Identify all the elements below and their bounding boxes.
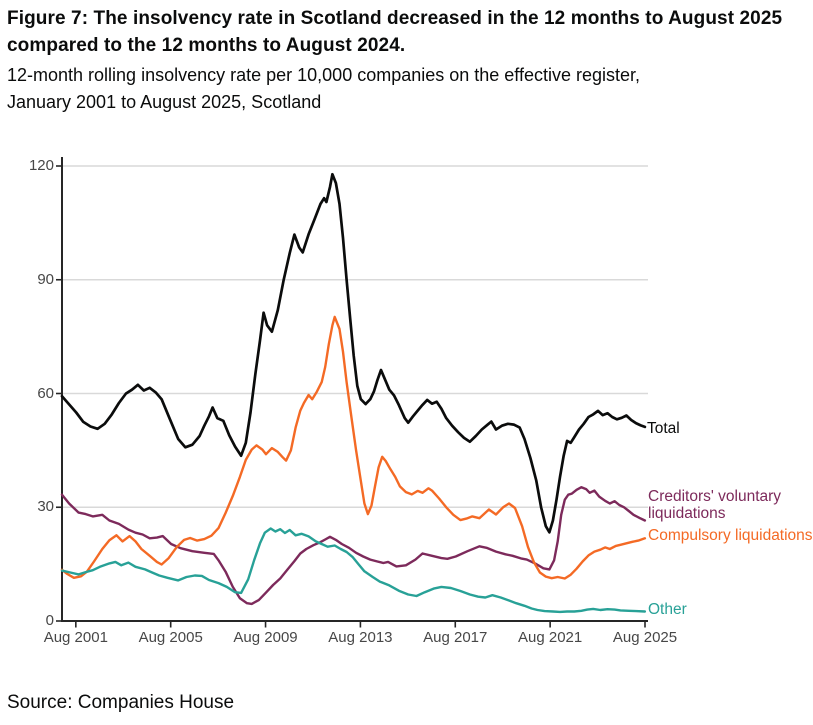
series-label-total: Total [647,420,680,437]
figure-subtitle: 12-month rolling insolvency rate per 10,… [7,65,641,112]
x-axis-label: Aug 2009 [233,629,298,646]
series-line-creditors-voluntary-liquidations [60,486,647,606]
series-line-compulsory-liquidations [60,315,647,580]
x-axis-label: Aug 2025 [612,629,678,646]
series-label-compulsory-liquidations: Compulsory liquidations [648,527,813,544]
y-axis-label-60: 60 [37,384,54,402]
series-label-other: Other [648,601,687,618]
x-axis-label: Aug 2001 [43,629,108,646]
y-axis-label-30: 30 [37,498,54,516]
y-axis-label-0: 0 [45,612,54,629]
series-line-other [60,527,647,614]
figure-title: Figure 7: The insolvency rate in Scotlan… [7,8,783,56]
series-label-creditors-voluntary-liquidations: Creditors' voluntary liquidations [648,488,782,522]
y-axis-label-120: 120 [28,157,54,174]
x-axis-label: Aug 2017 [423,629,488,646]
y-axis-label-90: 90 [37,270,54,288]
series-line-total [60,172,647,534]
x-axis-label: Aug 2021 [518,629,583,646]
x-axis-label: Aug 2005 [138,629,203,646]
x-axis-label: Aug 2013 [328,629,393,646]
source-note: Source: Companies House [7,692,235,713]
